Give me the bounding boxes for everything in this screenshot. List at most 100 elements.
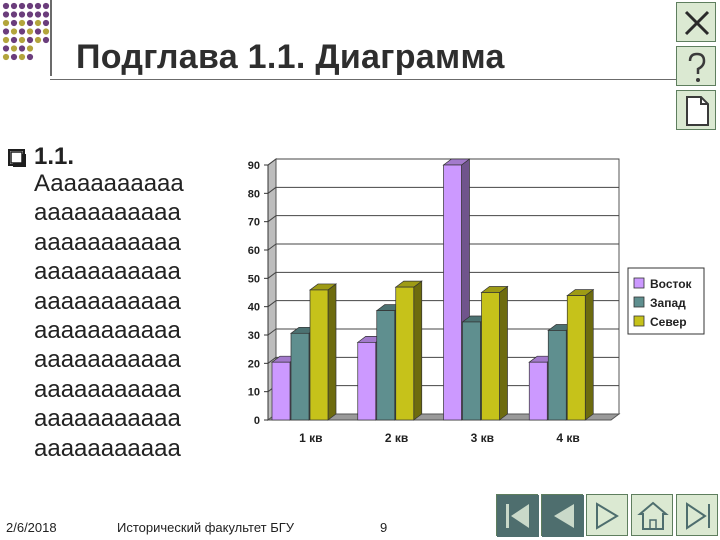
- decorative-dot: [18, 2, 26, 10]
- bar-side: [499, 285, 508, 421]
- legend-label: Восток: [650, 277, 693, 291]
- gridline-side: [267, 158, 277, 166]
- decorative-dot: [34, 36, 42, 44]
- first-slide-icon: [497, 495, 539, 537]
- bar-front: [566, 295, 586, 421]
- close-icon: [684, 10, 710, 36]
- x-tick-label: 1 кв: [299, 431, 322, 445]
- bar-side: [327, 283, 337, 421]
- y-tick-label: 0: [254, 415, 260, 427]
- bar-front: [357, 342, 377, 421]
- x-tick-label: 4 кв: [556, 431, 579, 445]
- gridline-side: [267, 300, 277, 308]
- decorative-dot: [42, 2, 50, 10]
- next-slide-icon: [596, 502, 619, 530]
- y-tick-label: 60: [248, 245, 260, 257]
- decorative-dot: [42, 19, 50, 27]
- legend-swatch: [633, 296, 645, 308]
- close-button[interactable]: [676, 2, 716, 42]
- y-tick-label: 10: [248, 387, 260, 399]
- bar-front: [528, 361, 548, 421]
- bar-front: [395, 286, 415, 421]
- next-slide-button[interactable]: [586, 494, 628, 536]
- decorative-dot: [34, 2, 42, 10]
- last-slide-icon: [686, 502, 710, 530]
- y-tick-label: 80: [248, 188, 260, 200]
- document-icon: [686, 96, 709, 126]
- decorative-dot: [18, 36, 26, 44]
- home-button[interactable]: [631, 494, 673, 536]
- decorative-dot: [10, 11, 18, 18]
- title-divider-horizontal: [50, 79, 710, 80]
- legend-swatch: [633, 315, 645, 327]
- bar-Север-2 кв: [394, 280, 423, 421]
- bullet-heading: 1.1.: [34, 143, 75, 170]
- decorative-dot: [26, 28, 34, 35]
- bar-Север-3 кв: [480, 285, 509, 421]
- help-icon: [688, 52, 706, 82]
- bar-front: [443, 164, 462, 421]
- decorative-dot: [2, 19, 10, 27]
- gridline-side: [267, 328, 277, 336]
- previous-slide-button[interactable]: [541, 494, 584, 537]
- y-tick-label: 20: [248, 358, 260, 370]
- x-tick-label: 2 кв: [385, 431, 408, 445]
- decorative-dot: [42, 28, 50, 35]
- bar-front: [309, 289, 329, 421]
- first-slide-button[interactable]: [496, 494, 539, 537]
- document-button[interactable]: [676, 90, 716, 130]
- help-button[interactable]: [676, 46, 716, 86]
- gridline-side: [267, 215, 277, 223]
- bar-front: [547, 330, 567, 421]
- decorative-dot: [34, 11, 42, 18]
- decorative-dot: [18, 53, 26, 61]
- decorative-dot: [26, 2, 34, 10]
- decorative-dot: [26, 36, 34, 44]
- decorative-dot: [18, 19, 26, 27]
- title-divider-vertical: [50, 0, 52, 76]
- last-slide-button[interactable]: [676, 494, 718, 536]
- home-icon: [637, 501, 669, 530]
- slide-title: Подглава 1.1. Диаграмма: [76, 38, 505, 76]
- gridline-side: [267, 356, 277, 364]
- decorative-dot: [34, 19, 42, 27]
- decorative-dot: [2, 45, 10, 52]
- y-tick-label: 50: [248, 273, 260, 285]
- bar-chart-svg: 0 10 20 30 40 50 60 70 80 90 1 кв 2 кв 3 кв 4 кв Восто…: [248, 158, 705, 445]
- decorative-dot: [34, 28, 42, 35]
- decorative-dot: [10, 19, 18, 27]
- footer-page-number: 9: [380, 520, 388, 535]
- decorative-dot: [10, 2, 18, 10]
- decorative-dot: [10, 28, 18, 35]
- decorative-dot: [18, 11, 26, 18]
- footer-date: 2/6/2018: [6, 520, 57, 535]
- decorative-dot: [2, 36, 10, 44]
- decorative-dot: [2, 28, 10, 35]
- bullet-text: Ааааааааааа ааааааааааа ааааааааааа аааа…: [34, 170, 184, 462]
- decorative-dot: [42, 36, 50, 44]
- previous-slide-icon: [542, 495, 584, 537]
- decorative-dot: [2, 11, 10, 18]
- y-tick-label: 30: [248, 330, 260, 342]
- x-tick-label: 3 кв: [471, 431, 494, 445]
- decorative-dot: [26, 45, 34, 52]
- bar-side: [413, 280, 423, 421]
- decorative-dot: [10, 53, 18, 61]
- y-tick-label: 90: [248, 160, 260, 172]
- decorative-dot: [26, 11, 34, 18]
- bar-chart: 0 10 20 30 40 50 60 70 80 90 1 кв 2 кв 3 кв 4 кв Восто…: [228, 150, 708, 465]
- dots-grid: [2, 2, 50, 61]
- decorative-dot: [10, 45, 18, 52]
- gridline-side: [267, 186, 277, 194]
- bar-Север-4 кв: [566, 288, 595, 421]
- bar-front: [376, 310, 396, 421]
- y-tick-label: 40: [248, 302, 260, 314]
- decorative-dot: [26, 19, 34, 27]
- legend-label: Север: [650, 315, 687, 329]
- bar-side: [584, 288, 594, 421]
- bar-front: [290, 332, 310, 421]
- decorative-dot: [18, 45, 26, 52]
- decorative-dot: [10, 36, 18, 44]
- legend-label: Запад: [650, 296, 686, 310]
- gridline-side: [267, 271, 277, 279]
